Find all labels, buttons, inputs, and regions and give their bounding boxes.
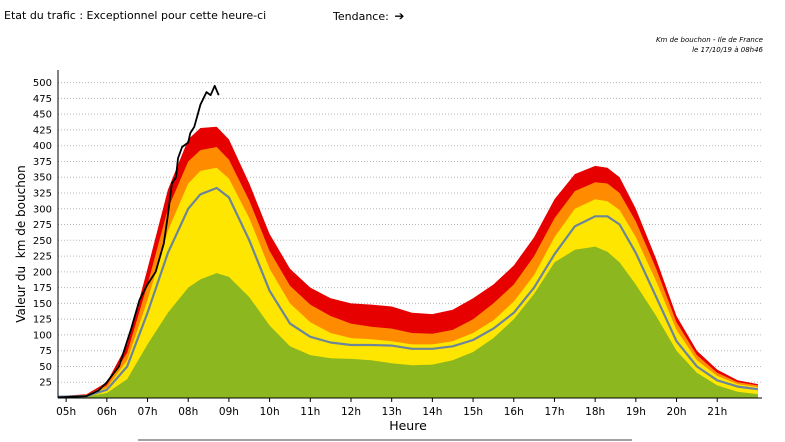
y-tick-label: 225 [33,252,52,263]
x-tick-label: 11h [300,406,320,418]
y-axis-title: Valeur du km de bouchon [14,165,28,323]
y-tick-label: 350 [33,173,52,184]
y-tick-label: 100 [33,330,52,341]
x-tick-label: 05h [56,406,76,418]
today-line [57,84,220,399]
status-separator: : [75,9,87,22]
x-tick-label: 18h [585,406,605,418]
x-tick-label: 08h [178,406,198,418]
y-tick-label: 250 [33,236,52,247]
x-axis-title: Heure [389,418,427,433]
x-tick-label: 21h [707,406,727,418]
x-tick-label: 12h [341,406,361,418]
chart-caption: Km de bouchon - Ile de France le 17/10/1… [603,35,763,55]
x-tick-label: 14h [422,406,442,418]
x-tick-label: 10h [260,406,280,418]
y-tick-label: 325 [33,189,52,200]
y-tick-label: 200 [33,267,52,278]
x-tick-label: 20h [667,406,687,418]
x-tick-label: 17h [544,406,564,418]
y-tick-label: 400 [33,141,52,152]
x-tick-label: 06h [97,406,117,418]
y-tick-label: 425 [33,125,52,136]
y-tick-label: 125 [33,315,52,326]
caption-title: Km de bouchon - Ile de France [655,36,763,44]
y-tick-label: 175 [33,283,52,294]
caption-date: le 17/10/19 à 08h46 [692,46,763,54]
x-tick-label: 09h [219,406,239,418]
y-tick-label: 75 [39,346,52,357]
x-tick-label: 13h [382,406,402,418]
average-line [57,186,759,398]
y-tick-label: 275 [33,220,52,231]
y-tick-label: 150 [33,299,52,310]
y-tick-label: 50 [39,362,52,373]
trend-indicator: Tendance: ➔ [333,9,404,23]
arrow-right-icon: ➔ [394,9,405,23]
y-tick-label: 300 [33,204,52,215]
x-tick-label: 07h [138,406,158,418]
trend-label: Tendance: [333,10,389,23]
y-tick-label: 25 [39,378,52,389]
y-tick-label: 475 [33,94,52,105]
x-tick-label: 16h [504,406,524,418]
traffic-status: Etat du trafic : Exceptionnel pour cette… [4,9,266,22]
x-tick-label: 19h [626,406,646,418]
status-value: Exceptionnel pour cette heure-ci [86,9,267,22]
status-label: Etat du trafic [4,9,76,22]
x-tick-label: 15h [463,406,483,418]
y-tick-label: 375 [33,157,52,168]
band-bouchons-habituels [58,246,758,398]
y-tick-label: 500 [33,78,52,89]
y-tick-label: 450 [33,110,52,121]
